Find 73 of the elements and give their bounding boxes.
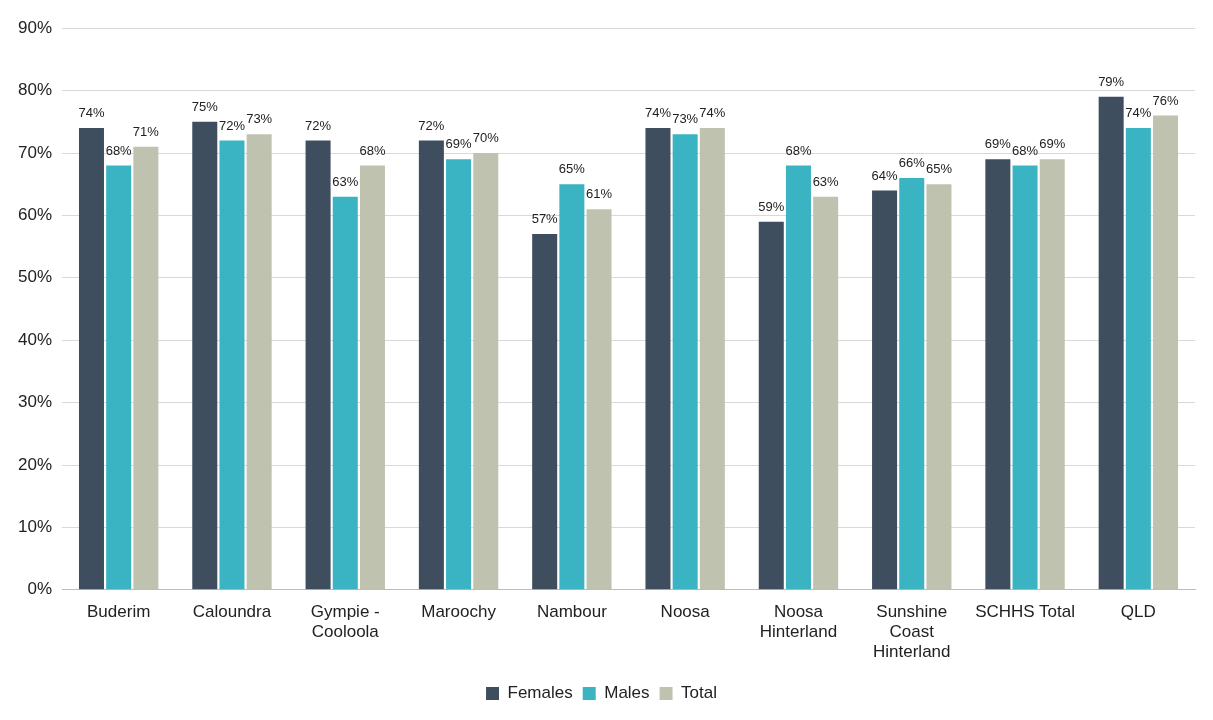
data-label: 57% <box>531 211 559 227</box>
bar <box>418 140 444 590</box>
data-label: 59% <box>758 198 785 214</box>
x-tick-label: Nambour <box>536 601 608 621</box>
y-tick-label: 20% <box>17 454 53 474</box>
data-label: 63% <box>812 173 840 189</box>
bar <box>785 165 811 590</box>
data-label: 76% <box>1152 92 1179 108</box>
x-tick-label: Caloundra <box>192 601 272 621</box>
x-tick-label: SCHHS Total <box>975 601 1075 621</box>
bar <box>1125 128 1151 590</box>
y-tick-label: 40% <box>17 329 53 349</box>
data-label: 74% <box>699 105 726 121</box>
data-label: 68% <box>785 142 812 158</box>
data-label: 73% <box>672 111 699 127</box>
bar <box>872 190 898 590</box>
bar <box>645 128 671 590</box>
data-label: 74% <box>78 105 105 121</box>
x-tick-label: Gympie - Cooloola <box>310 601 380 642</box>
data-label: 72% <box>218 117 246 133</box>
data-label: 79% <box>1098 73 1125 89</box>
y-tick-label: 30% <box>17 392 53 412</box>
data-label: 68% <box>105 142 133 158</box>
data-label: 75% <box>191 98 219 114</box>
bar <box>1098 96 1124 590</box>
bar <box>532 234 558 590</box>
x-tick-label: Maroochy <box>421 601 497 621</box>
bar <box>1012 165 1038 590</box>
data-label: 72% <box>305 117 332 133</box>
data-label: 68% <box>359 142 386 158</box>
y-tick-label: 90% <box>17 17 53 37</box>
y-tick-label: 80% <box>17 80 53 100</box>
x-tick-label: Noosa Hinterland <box>759 601 838 642</box>
legend-label: Total <box>681 683 717 703</box>
bar <box>305 140 331 590</box>
y-tick-label: 70% <box>17 142 53 162</box>
y-tick-label: 10% <box>17 517 53 537</box>
data-label: 65% <box>925 161 953 177</box>
x-tick-label: Buderim <box>87 601 151 621</box>
data-label: 63% <box>332 173 359 189</box>
data-label: 61% <box>586 186 613 202</box>
y-tick-label: 50% <box>17 267 53 287</box>
bar <box>985 159 1011 590</box>
data-label: 72% <box>418 117 445 133</box>
y-tick-label: 0% <box>27 579 53 599</box>
bar <box>332 196 358 590</box>
data-label: 73% <box>246 111 273 127</box>
data-label: 68% <box>1012 142 1039 158</box>
bar <box>219 140 245 590</box>
data-label: 74% <box>644 105 672 121</box>
bar <box>78 128 104 590</box>
legend-label: Males <box>604 683 650 703</box>
x-tick-label: QLD <box>1120 601 1156 621</box>
x-tick-label: Sunshine Coast Hinterland <box>873 601 951 662</box>
x-tick-label: Noosa <box>660 601 711 621</box>
bar <box>559 184 585 590</box>
data-label: 66% <box>898 155 926 171</box>
data-label: 65% <box>558 161 586 177</box>
data-label: 70% <box>472 130 500 146</box>
data-label: 64% <box>871 167 899 183</box>
bar <box>106 165 132 590</box>
bar <box>899 177 925 590</box>
bar <box>758 221 784 590</box>
data-label: 69% <box>1039 136 1066 152</box>
data-label: 69% <box>984 136 1012 152</box>
data-label: 74% <box>1125 105 1152 121</box>
data-label: 69% <box>445 136 473 152</box>
legend-label: Females <box>507 683 573 703</box>
data-label: 71% <box>132 123 160 139</box>
bar <box>672 134 698 590</box>
bar <box>192 121 218 590</box>
y-tick-label: 60% <box>17 205 53 225</box>
bar <box>446 159 472 590</box>
